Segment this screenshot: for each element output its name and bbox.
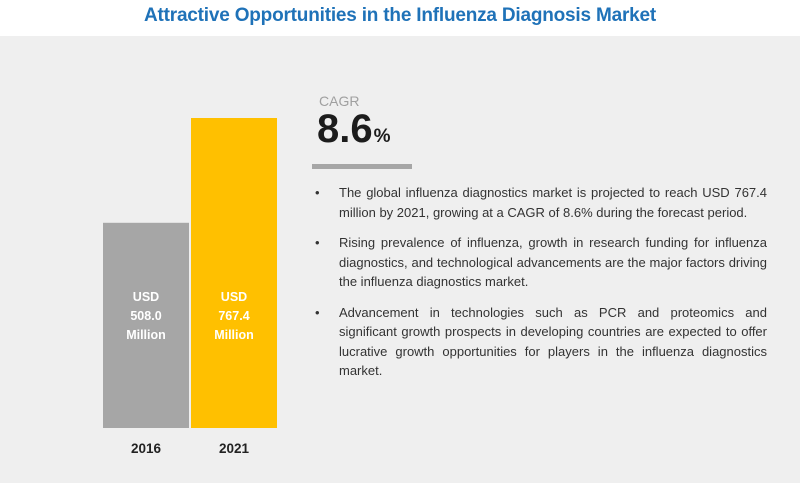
cagr-value: 8.6% — [317, 107, 391, 159]
list-item: • Rising prevalence of influenza, growth … — [315, 233, 767, 292]
cagr-label: CAGR — [319, 93, 360, 109]
bar-data-label-line: 508.0 — [130, 309, 162, 323]
bar-2016 — [103, 222, 189, 428]
bar-chart — [103, 118, 277, 428]
bar-data-label-line: Million — [214, 328, 254, 342]
list-item: • Advancement in technologies such as PCR… — [315, 303, 767, 381]
bullet-text: The global influenza diagnostics market … — [339, 185, 767, 220]
x-tick-label: 2021 — [218, 441, 250, 456]
bullet-icon: • — [315, 235, 320, 250]
bar-data-label-line: USD — [220, 290, 248, 304]
cagr-number: 8.6 — [317, 107, 373, 151]
bar-data-label-2016: USD 508.0 Million — [103, 288, 189, 345]
bar-2021 — [191, 118, 277, 428]
bar-data-label-line: 767.4 — [218, 309, 250, 323]
bar-data-label-line: Million — [126, 328, 166, 342]
content-panel: USD 508.0 Million 2016 USD 767.4 Million 2021 C… — [0, 36, 800, 483]
cagr-unit: % — [373, 126, 391, 147]
key-findings-list: • The global influenza diagnostics market… — [315, 183, 767, 392]
cagr-underline — [312, 164, 412, 169]
bar-data-label-2021: USD 767.4 Million — [191, 288, 277, 345]
bullet-icon: • — [315, 185, 320, 200]
list-item: • The global influenza diagnostics market… — [315, 183, 767, 222]
bar-data-label-line: USD — [132, 290, 160, 304]
page-title: Attractive Opportunities in the Influenz… — [143, 5, 657, 26]
x-tick-label: 2016 — [130, 441, 162, 456]
bullet-text: Rising prevalence of influenza, growth i… — [339, 235, 767, 289]
bullet-icon: • — [315, 304, 320, 320]
bullet-text: Advancement in technologies such as PCR … — [339, 304, 767, 379]
